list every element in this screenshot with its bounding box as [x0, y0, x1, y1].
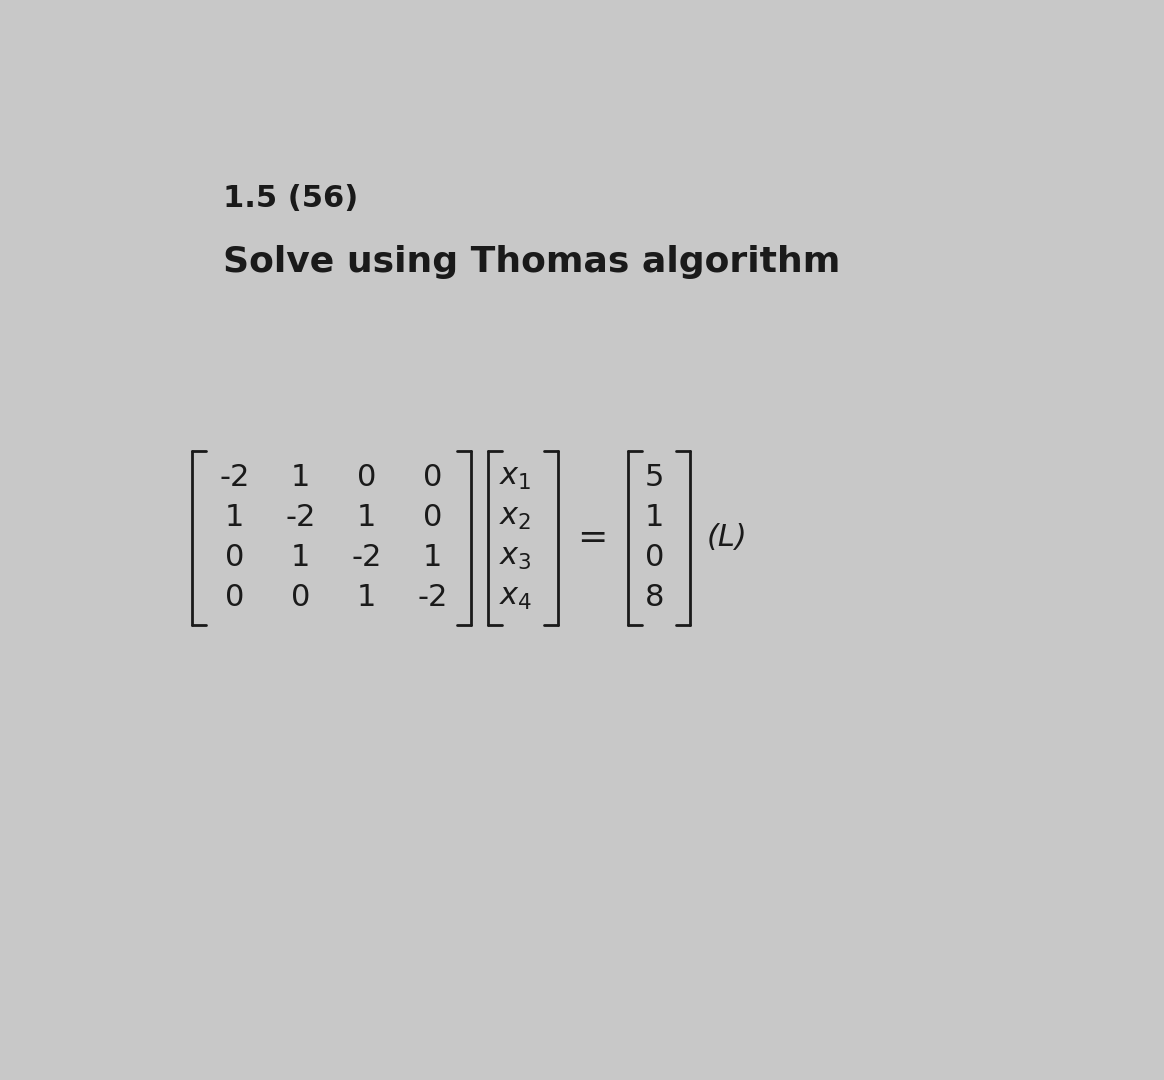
Text: 5: 5	[645, 463, 665, 492]
Text: 1.5 (56): 1.5 (56)	[223, 184, 359, 213]
Text: 0: 0	[423, 463, 442, 492]
Text: $x_4$: $x_4$	[498, 583, 532, 612]
Text: 1: 1	[423, 543, 442, 572]
Text: -2: -2	[220, 463, 250, 492]
Text: 0: 0	[291, 583, 310, 612]
Text: 1: 1	[356, 503, 376, 532]
Text: $x_1$: $x_1$	[499, 463, 532, 492]
Text: $x_3$: $x_3$	[499, 543, 532, 572]
Text: 0: 0	[645, 543, 665, 572]
Text: -2: -2	[285, 503, 315, 532]
Text: -2: -2	[417, 583, 447, 612]
Text: 1: 1	[291, 543, 310, 572]
Text: 1: 1	[225, 503, 244, 532]
Text: -2: -2	[352, 543, 382, 572]
Text: 0: 0	[356, 463, 376, 492]
Text: (L): (L)	[707, 523, 747, 552]
Text: Solve using Thomas algorithm: Solve using Thomas algorithm	[223, 245, 840, 279]
Text: 1: 1	[291, 463, 310, 492]
Text: 1: 1	[645, 503, 665, 532]
Text: $x_2$: $x_2$	[499, 503, 531, 532]
Text: 0: 0	[225, 543, 244, 572]
Text: 1: 1	[356, 583, 376, 612]
Text: 0: 0	[225, 583, 244, 612]
Text: 0: 0	[423, 503, 442, 532]
Text: =: =	[577, 521, 608, 555]
Text: 8: 8	[645, 583, 665, 612]
